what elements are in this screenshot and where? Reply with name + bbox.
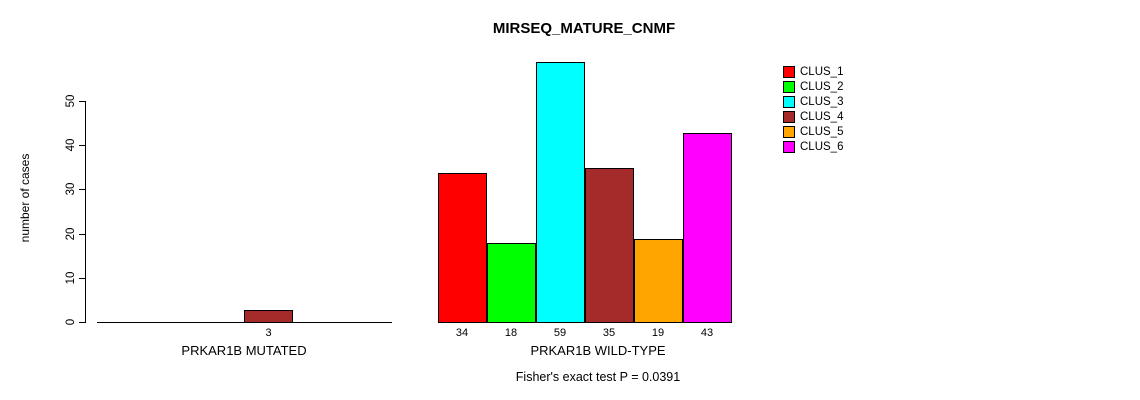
y-tick <box>79 322 86 323</box>
legend-swatch-clus_4 <box>783 111 795 123</box>
legend-swatch-clus_3 <box>783 96 795 108</box>
legend-label: CLUS_5 <box>800 126 844 138</box>
y-tick-label: 50 <box>65 94 77 108</box>
bar-value-label: 43 <box>700 327 714 339</box>
legend-label: CLUS_1 <box>800 66 844 78</box>
bar-clus_1 <box>437 173 487 323</box>
bar-clus_2-zero <box>146 322 196 323</box>
legend-swatch-clus_2 <box>783 81 795 93</box>
legend-label: CLUS_6 <box>800 141 844 153</box>
legend-label: CLUS_3 <box>800 96 844 108</box>
y-tick-label: 30 <box>65 182 77 196</box>
bar-value-label: 59 <box>553 327 567 339</box>
fisher-test-annotation: Fisher's exact test P = 0.0391 <box>515 370 681 384</box>
bar-value-label: 19 <box>651 327 665 339</box>
y-tick <box>79 277 86 279</box>
group-label-wild-type: PRKAR1B WILD-TYPE <box>530 343 666 358</box>
legend-swatch-clus_1 <box>783 66 795 78</box>
legend-swatch-clus_5 <box>783 126 795 138</box>
bar-clus_6-zero <box>342 322 392 323</box>
y-tick-label: 20 <box>65 227 77 240</box>
bar-clus_5 <box>633 239 683 323</box>
bar-clus_6 <box>682 133 732 323</box>
bar-value-label: 18 <box>504 327 518 339</box>
y-tick <box>79 233 86 235</box>
y-tick-label: 10 <box>65 271 77 285</box>
y-tick-label: 40 <box>65 138 77 152</box>
y-axis-label: number of cases <box>18 153 32 243</box>
bar-clus_4 <box>584 168 634 323</box>
y-tick-label: 0 <box>65 318 77 326</box>
bar-clus_2 <box>486 243 536 323</box>
legend-label: CLUS_2 <box>800 81 844 93</box>
chart-title: MIRSEQ_MATURE_CNMF <box>492 20 676 37</box>
bar-clus_3-zero <box>195 322 245 323</box>
bar-clus_5-zero <box>293 322 343 323</box>
y-tick <box>79 101 86 102</box>
y-axis <box>85 101 86 323</box>
y-tick <box>79 189 86 191</box>
bar-clus_4 <box>244 310 293 323</box>
bar-clus_1-zero <box>97 322 147 323</box>
legend-swatch-clus_6 <box>783 141 795 153</box>
legend-label: CLUS_4 <box>800 111 844 123</box>
group-label-mutated: PRKAR1B MUTATED <box>181 343 307 358</box>
bar-value-label: 34 <box>455 327 469 339</box>
y-tick <box>79 145 86 147</box>
bar-value-label: 3 <box>265 327 272 339</box>
bar-clus_3 <box>535 62 585 323</box>
bar-value-label: 35 <box>602 327 616 339</box>
